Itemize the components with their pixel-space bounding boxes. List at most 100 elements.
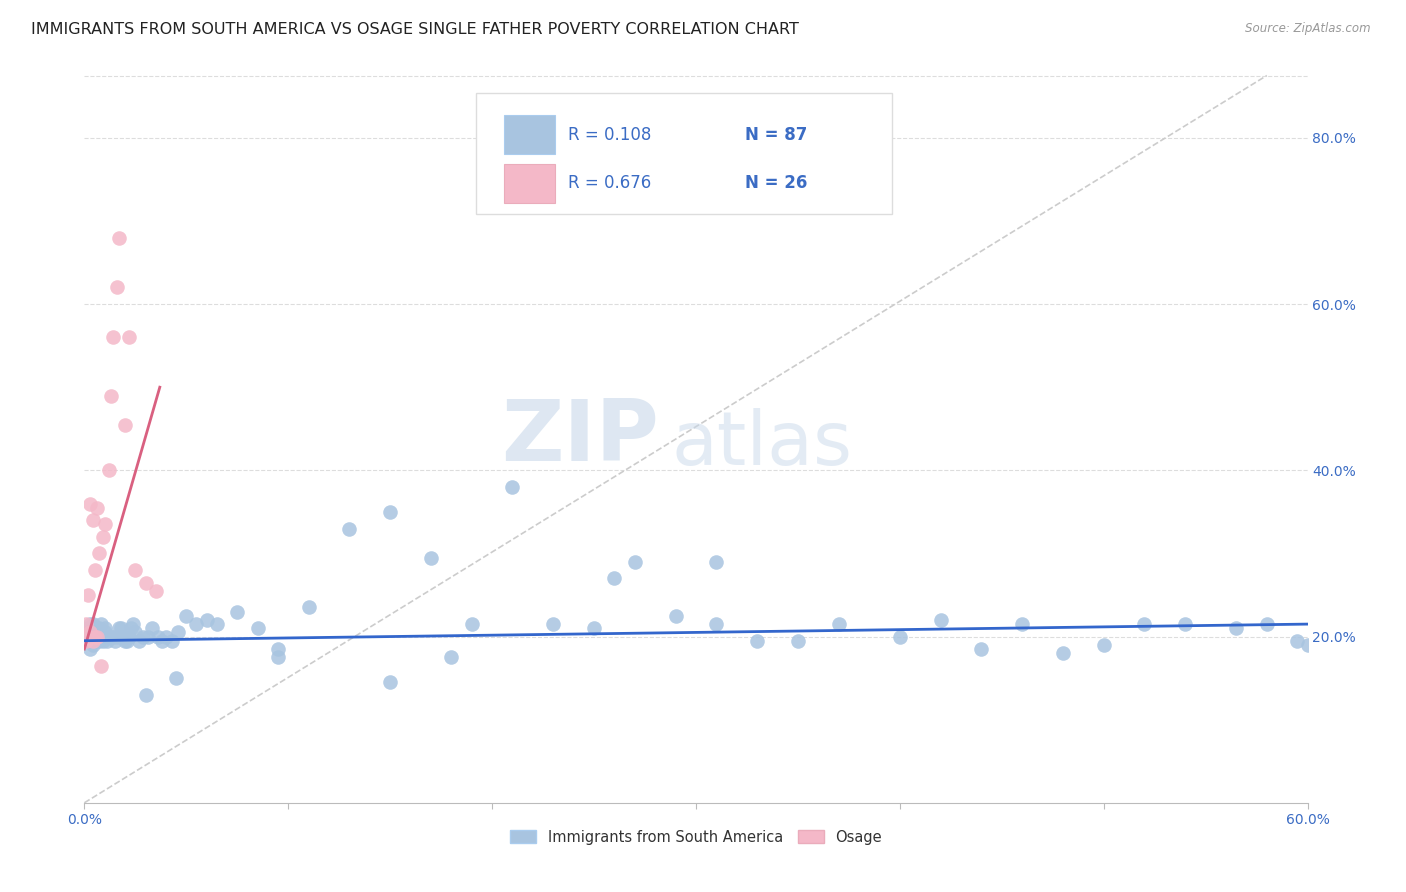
Point (83, 563, 105, 577)
Point (93, 621, 115, 635)
Point (77, 630, 100, 644)
Point (1256, 617, 1278, 632)
FancyBboxPatch shape (475, 94, 891, 214)
Point (298, 600, 321, 615)
Point (75, 617, 97, 632)
Point (90, 658, 112, 673)
Point (267, 642, 290, 657)
Point (167, 625, 190, 640)
Point (100, 630, 122, 644)
Point (124, 625, 146, 640)
Point (112, 630, 135, 644)
Point (583, 621, 606, 635)
Point (114, 417, 136, 432)
Text: N = 87: N = 87 (745, 126, 807, 144)
Point (970, 642, 993, 657)
Point (91, 633, 114, 648)
Text: atlas: atlas (672, 408, 852, 481)
Point (1174, 617, 1197, 632)
Text: IMMIGRANTS FROM SOUTH AMERICA VS OSAGE SINGLE FATHER POVERTY CORRELATION CHART: IMMIGRANTS FROM SOUTH AMERICA VS OSAGE S… (31, 22, 799, 37)
Point (135, 575, 157, 590)
Point (93, 625, 115, 640)
Point (747, 633, 769, 648)
Point (929, 613, 952, 627)
Point (115, 633, 138, 648)
Point (1092, 638, 1115, 652)
Point (195, 613, 218, 627)
Point (86, 500, 108, 515)
Point (135, 688, 157, 702)
Point (706, 617, 728, 632)
Point (79, 642, 101, 657)
Legend: Immigrants from South America, Osage: Immigrants from South America, Osage (503, 823, 889, 850)
Point (150, 633, 173, 648)
Point (82, 617, 104, 632)
Point (1296, 638, 1319, 652)
Point (174, 608, 197, 623)
Point (108, 230, 131, 244)
Point (79, 625, 101, 640)
Point (101, 630, 124, 644)
Point (105, 630, 128, 644)
Point (118, 630, 141, 644)
Point (97, 463, 120, 477)
Point (145, 583, 167, 598)
Point (267, 650, 290, 665)
Point (543, 617, 565, 632)
Point (77, 621, 100, 635)
Point (82, 633, 104, 648)
Point (160, 633, 183, 648)
Point (246, 621, 269, 635)
Point (87, 546, 110, 560)
Point (146, 630, 169, 644)
Point (124, 563, 146, 577)
Point (380, 505, 402, 519)
Point (77, 633, 100, 648)
Point (96, 630, 118, 644)
Point (502, 480, 524, 494)
Point (828, 617, 851, 632)
FancyBboxPatch shape (503, 115, 555, 154)
Point (114, 633, 136, 648)
Point (1011, 617, 1033, 632)
Point (380, 675, 402, 690)
Point (83, 630, 105, 644)
Point (87, 625, 110, 640)
Point (665, 608, 688, 623)
Point (420, 550, 443, 565)
Point (461, 617, 484, 632)
Point (83, 633, 105, 648)
Point (706, 555, 728, 569)
Point (82, 630, 104, 644)
Point (110, 621, 132, 635)
FancyBboxPatch shape (503, 163, 555, 203)
Point (77, 588, 100, 602)
Point (91, 530, 114, 544)
Point (339, 521, 361, 535)
Point (87, 621, 110, 635)
Point (1052, 646, 1074, 660)
Point (100, 388, 122, 402)
Point (120, 621, 142, 635)
Point (87, 633, 110, 648)
Point (108, 621, 131, 635)
Point (97, 630, 120, 644)
Text: Source: ZipAtlas.com: Source: ZipAtlas.com (1246, 22, 1371, 36)
Point (122, 617, 145, 632)
Text: ZIP: ZIP (502, 395, 659, 479)
Point (1225, 621, 1247, 635)
Point (141, 621, 163, 635)
Point (86, 630, 108, 644)
Point (75, 630, 97, 644)
Point (101, 330, 124, 344)
Point (93, 517, 115, 532)
Point (86, 633, 108, 648)
Point (787, 633, 810, 648)
Text: N = 26: N = 26 (745, 174, 807, 193)
Point (1133, 617, 1156, 632)
Point (186, 617, 208, 632)
Point (132, 630, 155, 644)
Point (226, 605, 249, 619)
Point (96, 633, 118, 648)
Text: R = 0.108: R = 0.108 (568, 126, 651, 144)
